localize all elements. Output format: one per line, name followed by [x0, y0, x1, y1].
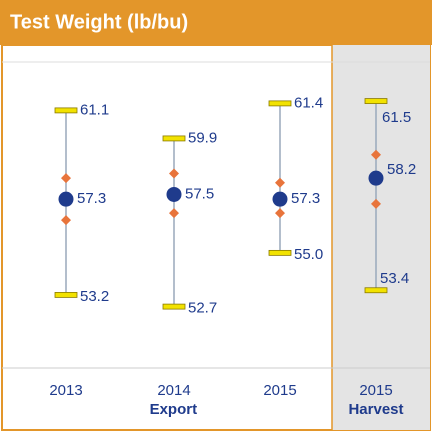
mean-dot [272, 191, 288, 207]
min-label: 55.0 [294, 246, 323, 263]
max-bar [268, 100, 292, 107]
group-label: Export [150, 401, 198, 418]
min-label: 53.2 [80, 288, 109, 305]
min-label: 52.7 [188, 300, 217, 317]
max-label: 59.9 [188, 129, 217, 146]
x-tick-label: 2015 [359, 382, 392, 399]
lower-diamond [169, 208, 179, 219]
upper-diamond [61, 173, 71, 184]
min-bar [364, 287, 388, 294]
max-bar [364, 98, 388, 104]
highlight-column [332, 45, 430, 430]
mean-dot [58, 191, 74, 207]
min-bar [54, 292, 78, 298]
max-label: 61.1 [80, 101, 109, 118]
max-label: 61.4 [294, 94, 323, 111]
mean-label: 58.2 [387, 161, 416, 178]
mean-dot [166, 186, 182, 202]
max-label: 61.5 [382, 109, 411, 126]
header [0, 0, 432, 45]
lower-diamond [371, 198, 381, 209]
upper-diamond [371, 149, 381, 160]
mean-label: 57.3 [291, 190, 320, 207]
chart-title: Test Weight (lb/bu) [10, 11, 188, 33]
lower-diamond [275, 208, 285, 219]
mean-dot [368, 170, 384, 186]
upper-diamond [169, 168, 179, 179]
group-label: Harvest [348, 401, 403, 418]
max-bar [162, 135, 186, 142]
mean-label: 57.3 [77, 190, 106, 207]
max-bar [54, 107, 78, 114]
x-tick-label: 2015 [263, 382, 296, 399]
min-bar [268, 249, 292, 256]
x-tick-label: 2014 [157, 382, 190, 399]
upper-diamond [275, 177, 285, 188]
min-bar [162, 303, 186, 310]
min-label: 53.4 [380, 270, 409, 287]
x-tick-label: 2013 [49, 382, 82, 399]
lower-diamond [61, 215, 71, 226]
mean-label: 57.5 [185, 185, 214, 202]
